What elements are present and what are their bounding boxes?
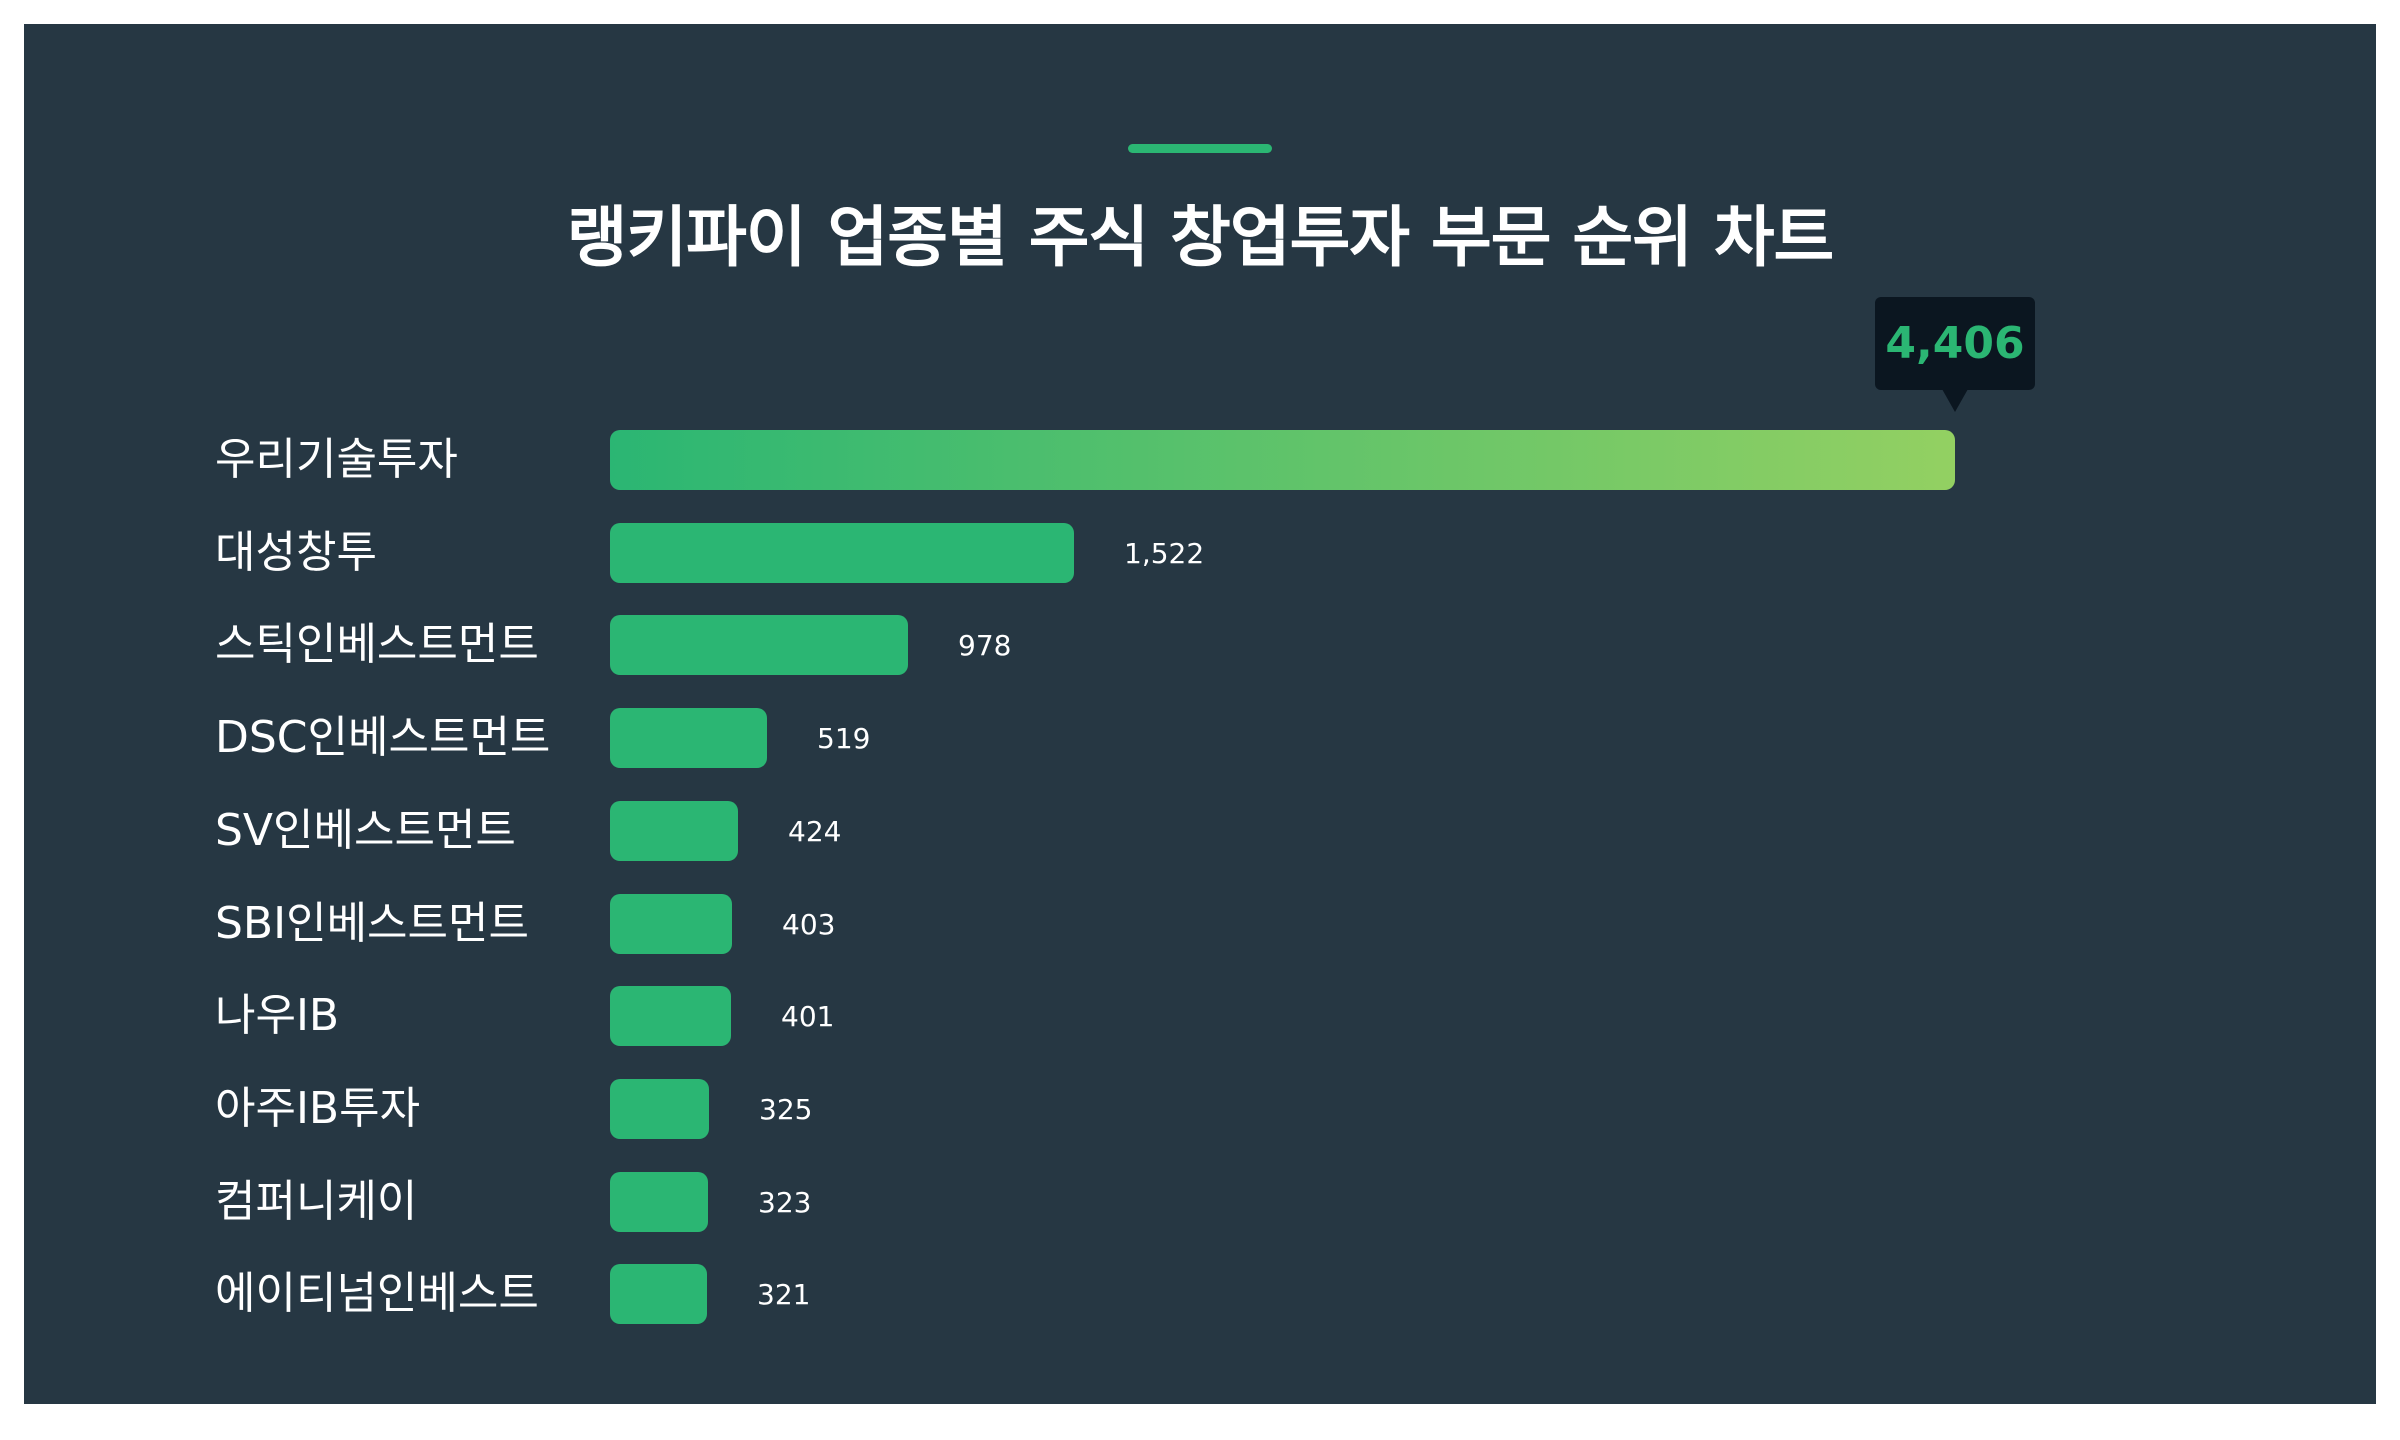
category-label: 대성창투 [215,526,377,578]
bar-row: 에이티넘인베스트 321 [0,1264,2400,1325]
category-label: 나우IB [215,990,340,1042]
top-value-tooltip: 4,406 [1875,297,2035,390]
bar[interactable] [610,800,738,861]
value-label: 519 [817,722,871,756]
category-label: SBI인베스트먼트 [215,897,529,949]
value-label: 1,522 [1124,536,1205,570]
category-label: 스틱인베스트먼트 [215,619,539,671]
bar[interactable] [610,893,732,954]
value-label: 403 [782,907,836,941]
chart-title: 랭키파이 업종별 주식 창업투자 부문 순위 차트 [566,199,1835,276]
chart-panel [24,24,2376,1404]
bar-row: 컴퍼니케이 323 [0,1171,2400,1232]
bar-row: 아주IB투자 325 [0,1078,2400,1139]
value-label: 424 [788,814,842,848]
value-label: 325 [759,1092,813,1126]
category-label: 에이티넘인베스트 [215,1268,539,1320]
bar[interactable] [610,430,1955,490]
bar-row: SV인베스트먼트 424 [0,800,2400,861]
category-label: DSC인베스트먼트 [215,712,551,764]
bar[interactable] [610,615,908,676]
value-label: 978 [958,629,1012,663]
tooltip-pointer-icon [1942,389,1968,412]
bar-row: 스틱인베스트먼트 978 [0,615,2400,676]
bar[interactable] [610,986,731,1047]
category-label: 아주IB투자 [215,1082,421,1134]
value-label: 321 [757,1278,811,1312]
bar[interactable] [610,708,767,769]
bar[interactable] [610,1264,707,1325]
bar[interactable] [610,1078,709,1139]
bar[interactable] [610,1171,708,1232]
bar-row: 대성창투 1,522 [0,522,2400,583]
bar-row: 나우IB 401 [0,986,2400,1047]
category-label: 우리기술투자 [215,434,458,485]
value-label: 401 [781,1000,835,1034]
bar[interactable] [610,522,1074,583]
bar-row: 우리기술투자 [0,430,2400,490]
value-label: 323 [758,1185,812,1219]
bar-row: DSC인베스트먼트 519 [0,708,2400,769]
tooltip-value: 4,406 [1885,318,2025,369]
category-label: SV인베스트먼트 [215,804,516,856]
bar-row: SBI인베스트먼트 403 [0,893,2400,954]
title-accent-line [1128,144,1272,153]
category-label: 컴퍼니케이 [215,1175,418,1227]
